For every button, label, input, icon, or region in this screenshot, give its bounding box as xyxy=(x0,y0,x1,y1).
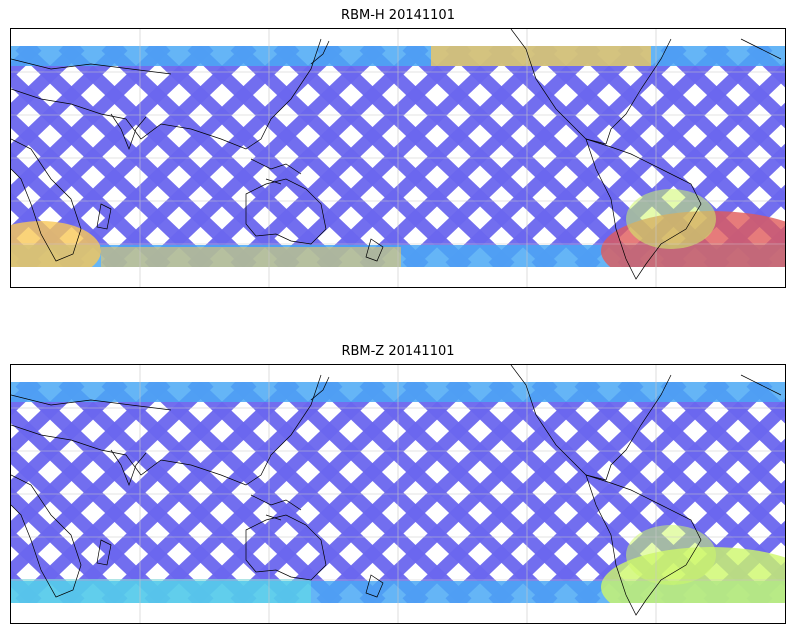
hotspot-saa-halo xyxy=(626,525,716,585)
swath-descending xyxy=(11,405,214,603)
hotspot-south-band xyxy=(11,579,311,603)
swath-descending xyxy=(15,382,257,603)
swath-descending xyxy=(316,46,558,267)
coastline-segment xyxy=(11,138,82,262)
hotspot-south-ring xyxy=(101,247,401,267)
swath-descending xyxy=(15,46,257,267)
swath-descending xyxy=(359,382,601,603)
panel-title-rbm-z: RBM-Z 20141101 xyxy=(341,344,455,359)
swath-descending xyxy=(11,487,128,603)
swath-descending xyxy=(402,46,644,267)
coastline-segment xyxy=(96,539,112,566)
graticule xyxy=(11,29,785,287)
coastline-segment xyxy=(250,494,302,521)
swath-descending xyxy=(230,46,472,267)
swath-descending xyxy=(187,382,429,603)
swath-descending xyxy=(101,46,343,267)
coastline-segment xyxy=(605,374,672,481)
swath-descending xyxy=(660,382,785,506)
swath-descending xyxy=(144,46,386,267)
coastline-segment xyxy=(245,514,327,581)
swath-descending xyxy=(11,528,85,603)
swath-ascending xyxy=(11,46,85,121)
swath-descending xyxy=(144,382,386,603)
swath-ascending xyxy=(11,382,85,457)
coastlines xyxy=(11,365,782,616)
swath-descending xyxy=(101,382,343,603)
coastline-segment xyxy=(365,574,384,598)
map-svg-rbm-z xyxy=(11,365,785,623)
swath-descending xyxy=(58,46,300,267)
coastline-segment xyxy=(365,238,384,262)
panel-title-rbm-h: RBM-H 20141101 xyxy=(341,8,455,23)
coastline-segment xyxy=(310,376,330,401)
swath-descending xyxy=(230,382,472,603)
map-svg-rbm-h xyxy=(11,29,785,287)
swath-descending xyxy=(11,446,171,603)
coastline-segment xyxy=(110,449,147,486)
map-panel-rbm-h xyxy=(10,28,786,288)
map-panel-rbm-z xyxy=(10,364,786,624)
swath-descending xyxy=(273,382,515,603)
swath-descending xyxy=(11,69,214,267)
swath-descending xyxy=(359,46,601,267)
coastline-segment xyxy=(110,113,147,150)
swath-descending xyxy=(11,151,128,267)
coastline-segment xyxy=(605,38,672,145)
coastline-segment xyxy=(11,374,322,486)
hotspot-north-arc xyxy=(431,46,651,66)
coastline-segment xyxy=(585,474,702,616)
swath-descending xyxy=(617,382,785,547)
swath-descending xyxy=(703,46,785,129)
coastline-segment xyxy=(245,178,327,245)
graticule xyxy=(11,365,785,623)
coastline-segment xyxy=(740,374,782,396)
coastline-segment xyxy=(250,158,302,185)
swath-descending xyxy=(660,46,785,170)
swath-descending xyxy=(11,110,171,267)
coastline-segment xyxy=(11,58,172,75)
swath-descending xyxy=(187,46,429,267)
swath-descending xyxy=(316,382,558,603)
coastline-segment xyxy=(585,138,702,280)
hotspot-saa-halo xyxy=(626,189,716,249)
coastline-segment xyxy=(310,40,330,65)
swath-descending xyxy=(58,382,300,603)
swath-ascending xyxy=(11,382,128,498)
swath-descending xyxy=(703,382,785,465)
swath-descending xyxy=(617,46,785,211)
coastlines xyxy=(11,29,782,280)
coastline-segment xyxy=(11,474,82,598)
coastline-segment xyxy=(96,203,112,230)
coastline-segment xyxy=(11,38,322,150)
swath-descending xyxy=(402,382,644,603)
swath-descending xyxy=(273,46,515,267)
swath-ascending xyxy=(11,46,128,162)
coastline-segment xyxy=(740,38,782,60)
coastline-segment xyxy=(11,394,172,411)
